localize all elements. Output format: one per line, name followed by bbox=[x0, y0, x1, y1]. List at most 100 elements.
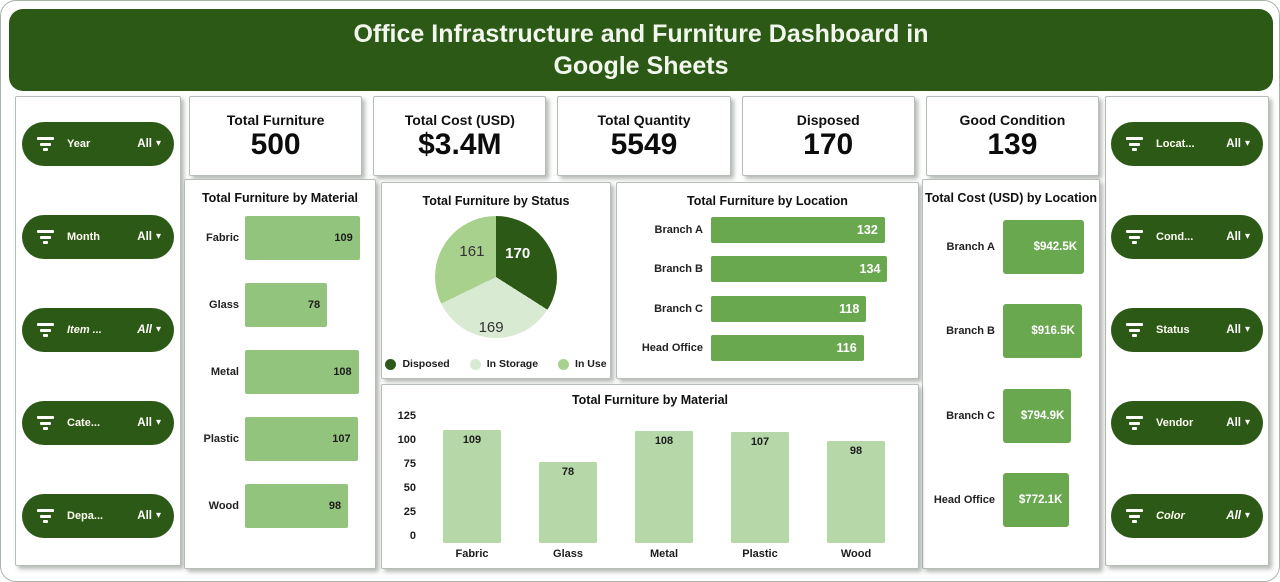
bar-track: $942.5K bbox=[1003, 220, 1089, 275]
bar: 98 bbox=[827, 441, 885, 543]
filter-icon-bar bbox=[1128, 421, 1140, 425]
filter-icon-bar bbox=[1128, 514, 1140, 518]
filter-slicer-month[interactable]: Month All ▾ bbox=[22, 215, 174, 259]
filter-slicer-vendor[interactable]: Vendor All ▾ bbox=[1111, 401, 1263, 445]
filter-icon-bar bbox=[39, 328, 51, 332]
filter-label: Month bbox=[67, 231, 100, 243]
legend-label: Disposed bbox=[402, 358, 450, 370]
legend-label: In Use bbox=[575, 358, 607, 370]
filter-label: Locat... bbox=[1156, 138, 1195, 150]
chevron-down-icon: ▾ bbox=[1244, 138, 1250, 149]
filter-icon-bar bbox=[36, 509, 54, 512]
filter-label: Cond... bbox=[1156, 231, 1194, 243]
legend-item-disposed: Disposed bbox=[385, 358, 450, 370]
filter-slicer-year[interactable]: Year All ▾ bbox=[22, 122, 174, 166]
filter-icon-bar bbox=[1128, 235, 1140, 239]
kpi-value: 139 bbox=[987, 128, 1038, 161]
filter-selection: All ▾ bbox=[1226, 231, 1250, 243]
bar-value-label: 108 bbox=[333, 365, 352, 378]
filter-slicer-item[interactable]: Item ... All ▾ bbox=[22, 308, 174, 352]
bar-value-label: 107 bbox=[332, 432, 351, 445]
bar-row-branch-b: Branch B 134 bbox=[627, 256, 894, 283]
kpi-row: Total Furniture 500 Total Cost (USD) $3.4M T… bbox=[189, 96, 1100, 176]
status-pie-area: 170 169 161 bbox=[382, 212, 610, 342]
filter-selection: All ▾ bbox=[1226, 324, 1250, 336]
filter-selection: All ▾ bbox=[137, 324, 161, 336]
status-pie-chart[interactable]: 170 169 161 bbox=[435, 216, 557, 338]
filter-slicer-depa[interactable]: Depa... All ▾ bbox=[22, 494, 174, 538]
left-filter-panel: Year All ▾ Month All ▾ Item ... All ▾ Cate... All ▾… bbox=[15, 96, 181, 566]
kpi-card-total-cost-usd[interactable]: Total Cost (USD) $3.4M bbox=[373, 96, 547, 176]
page-title: Office Infrastructure and Furniture Dash… bbox=[353, 20, 929, 80]
material-vertical-bar-chart[interactable]: 125 100 75 50 25 0 109 Fabric 78 Glass 108 Metal 10… bbox=[392, 411, 904, 563]
bar-category-label: Fabric bbox=[205, 232, 239, 245]
bar-row-head-office: Head Office $772.1K bbox=[929, 472, 1089, 527]
filter-selection: All ▾ bbox=[1226, 138, 1250, 150]
filter-icon bbox=[1124, 416, 1144, 430]
chart-title: Total Furniture by Location bbox=[687, 194, 848, 208]
filter-slicer-status[interactable]: Status All ▾ bbox=[1111, 308, 1263, 352]
filter-selection: All ▾ bbox=[137, 138, 161, 150]
filter-icon bbox=[35, 230, 55, 244]
filter-value: All bbox=[137, 510, 152, 522]
chevron-down-icon: ▾ bbox=[1244, 324, 1250, 335]
bar: 132 bbox=[711, 216, 885, 243]
chart-title: Total Cost (USD) by Location bbox=[925, 191, 1097, 205]
bar-value-label: $772.1K bbox=[1018, 493, 1063, 506]
filter-icon-bar bbox=[1125, 323, 1143, 326]
location-bar-chart[interactable]: Branch A 132 Branch B 134 Branch C 118 Head Of… bbox=[617, 208, 918, 368]
bar-value-label: 98 bbox=[328, 499, 342, 512]
bar-category-label: Plastic bbox=[203, 432, 239, 445]
bar-row-plastic: Plastic 107 bbox=[191, 416, 365, 461]
bar-column-metal: 108 Metal bbox=[635, 430, 693, 563]
filter-slicer-color[interactable]: Color All ▾ bbox=[1111, 494, 1263, 538]
bar-track: $916.5K bbox=[1003, 304, 1089, 359]
filter-slicer-cond[interactable]: Cond... All ▾ bbox=[1111, 215, 1263, 259]
y-tick-label: 0 bbox=[409, 530, 416, 542]
kpi-card-disposed[interactable]: Disposed 170 bbox=[741, 96, 915, 176]
chart-title: Total Furniture by Material bbox=[571, 393, 729, 407]
bar-row-metal: Metal 108 bbox=[191, 349, 365, 394]
filter-icon bbox=[35, 137, 55, 151]
bar-row-branch-a: Branch A 132 bbox=[627, 216, 894, 243]
bar-track: $772.1K bbox=[1003, 472, 1089, 527]
filter-icon-bar bbox=[39, 235, 51, 239]
bar-row-branch-b: Branch B $916.5K bbox=[929, 304, 1089, 359]
bar-value-label: 116 bbox=[836, 341, 857, 356]
cost-bar-chart[interactable]: Branch A $942.5K Branch B $916.5K Branch C $7… bbox=[923, 205, 1099, 550]
bar: 116 bbox=[711, 335, 864, 362]
filter-slicer-locat[interactable]: Locat... All ▾ bbox=[1111, 122, 1263, 166]
filter-label: Cate... bbox=[67, 417, 101, 429]
dashboard-header: Office Infrastructure and Furniture Dash… bbox=[9, 9, 1273, 91]
kpi-card-total-quantity[interactable]: Total Quantity 5549 bbox=[557, 96, 731, 176]
kpi-card-good-condition[interactable]: Good Condition 139 bbox=[925, 96, 1100, 176]
kpi-value: 500 bbox=[250, 128, 301, 161]
kpi-label: Total Cost (USD) bbox=[404, 112, 515, 128]
bar-value-label: 78 bbox=[561, 465, 575, 478]
chevron-down-icon: ▾ bbox=[1244, 231, 1250, 242]
bar-value-label: 98 bbox=[849, 445, 863, 458]
bar-category-label: Branch A bbox=[946, 241, 996, 254]
bar: $942.5K bbox=[1003, 220, 1085, 275]
filter-icon-bar bbox=[1131, 148, 1137, 151]
filter-label: Status bbox=[1156, 324, 1190, 336]
bar-track: 118 bbox=[711, 295, 894, 322]
bar-value-label: 118 bbox=[839, 301, 860, 316]
filter-icon-bar bbox=[1125, 416, 1143, 419]
filter-selection: All ▾ bbox=[137, 417, 161, 429]
filter-slicer-cate[interactable]: Cate... All ▾ bbox=[22, 401, 174, 445]
filter-value: All bbox=[137, 417, 152, 429]
bar-column-fabric: 109 Fabric bbox=[443, 429, 501, 563]
filter-icon-bar bbox=[36, 230, 54, 233]
panel-furniture-by-material-vertical: Total Furniture by Material 125 100 75 50 25… bbox=[381, 384, 919, 569]
filter-icon-bar bbox=[1128, 142, 1140, 146]
legend-swatch bbox=[558, 358, 570, 370]
bar-column-wood: 98 Wood bbox=[827, 441, 885, 563]
filter-icon bbox=[35, 416, 55, 430]
filter-icon-bar bbox=[1131, 427, 1137, 430]
filter-value: All bbox=[1226, 510, 1241, 522]
material-horizontal-bar-chart[interactable]: Fabric 109 Glass 78 Metal 108 Plastic 107 Wood 98 bbox=[185, 205, 375, 545]
filter-icon-bar bbox=[42, 241, 48, 244]
kpi-card-total-furniture[interactable]: Total Furniture 500 bbox=[189, 96, 363, 176]
bar: 78 bbox=[245, 283, 328, 328]
